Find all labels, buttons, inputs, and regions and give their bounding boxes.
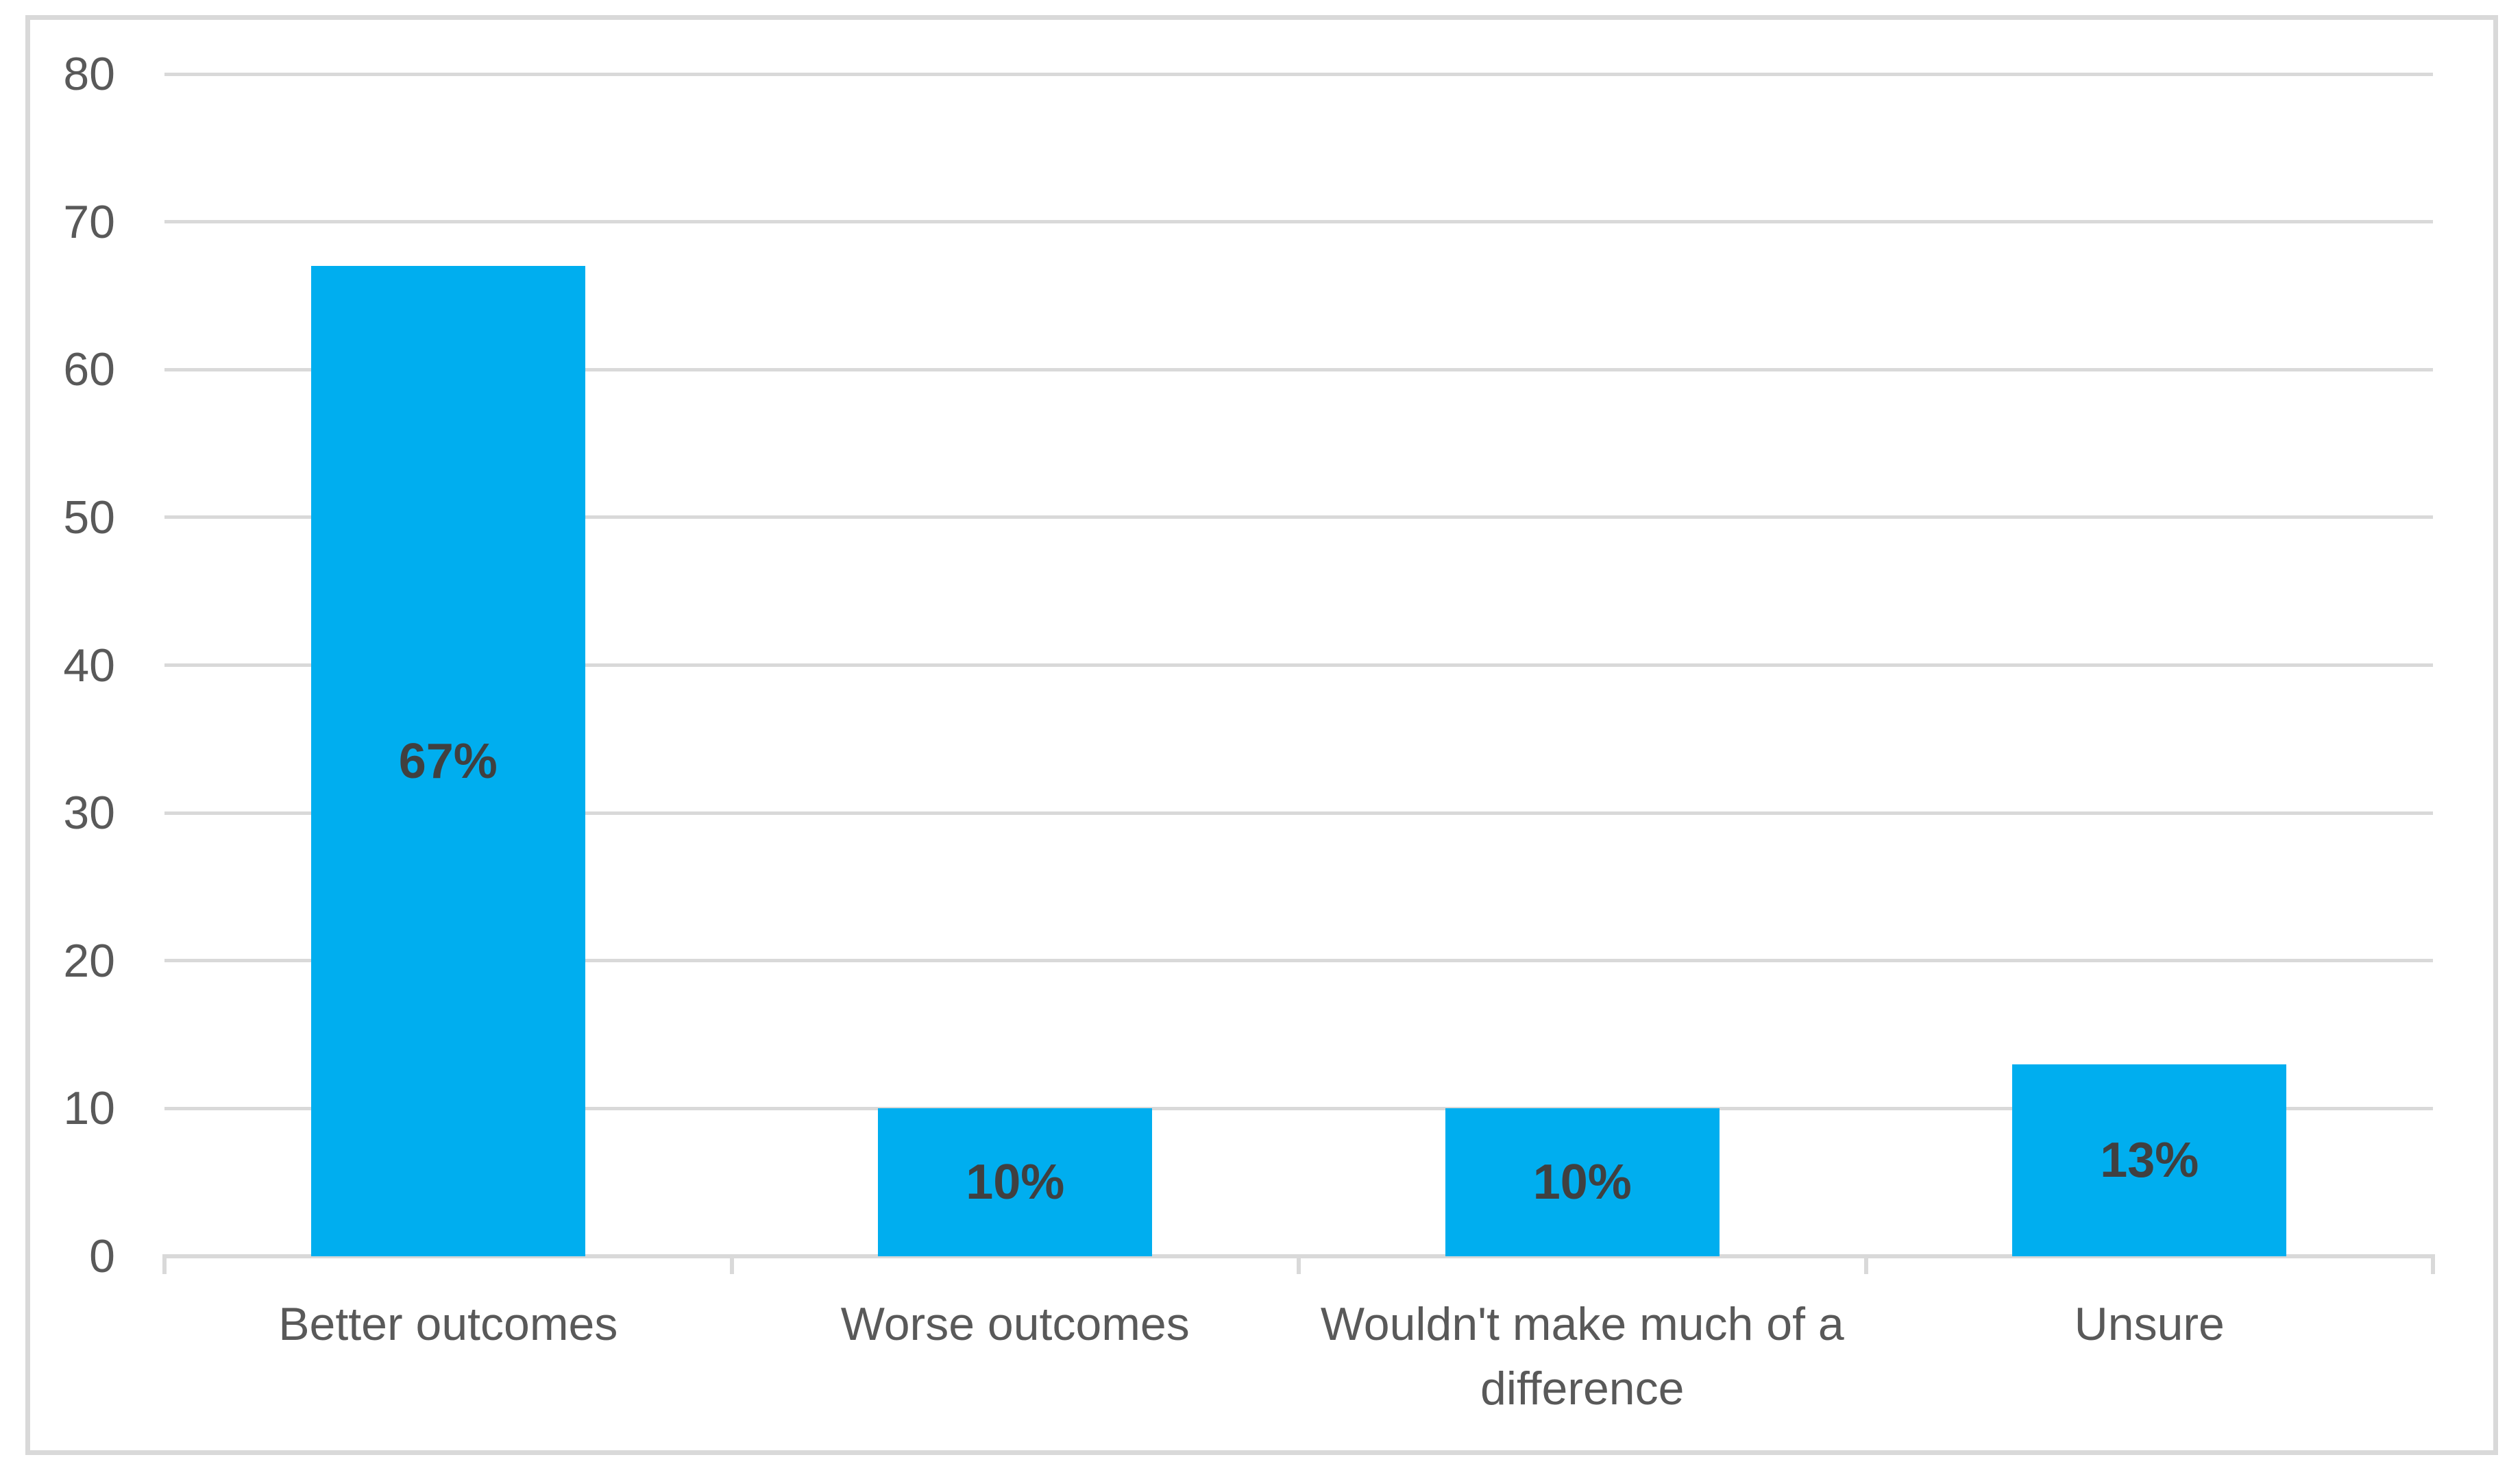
gridline [164,811,2433,815]
gridline [164,72,2433,76]
y-axis-tick-label: 40 [63,639,115,692]
y-axis-tick-label: 60 [63,343,115,396]
category-label: Better outcomes [278,1298,618,1350]
gridline [164,1106,2433,1110]
bar-value-label: 10% [966,1155,1065,1210]
category-label: Worse outcomes [840,1298,1190,1350]
gridline [164,663,2433,667]
gridline [164,220,2433,224]
y-axis-tick-label: 50 [63,491,115,543]
y-axis-tick-label: 30 [63,787,115,840]
y-axis-tick-label: 10 [63,1082,115,1135]
bar: 67% [310,266,585,1256]
x-axis-tick [729,1254,734,1274]
y-axis-tick-label: 80 [63,48,115,100]
y-axis-tick-label: 70 [63,195,115,248]
gridline [164,515,2433,520]
bar-value-label: 13% [2100,1132,2199,1188]
bar: 10% [1445,1108,1720,1256]
category-label: Wouldn't make much of a difference [1320,1298,1844,1415]
y-axis-tick-label: 0 [89,1230,115,1282]
x-axis-tick [1297,1254,1301,1274]
x-axis-tick [162,1254,167,1274]
gridline [164,959,2433,963]
bar: 13% [2012,1064,2287,1256]
bar-value-label: 67% [398,733,498,789]
x-axis-tick [2431,1254,2435,1274]
x-axis-tick [1863,1254,1868,1274]
bar-value-label: 10% [1532,1155,1632,1210]
bar: 10% [878,1108,1153,1256]
category-label: Unsure [2074,1298,2225,1350]
gridline [164,367,2433,371]
y-axis-tick-label: 20 [63,934,115,987]
